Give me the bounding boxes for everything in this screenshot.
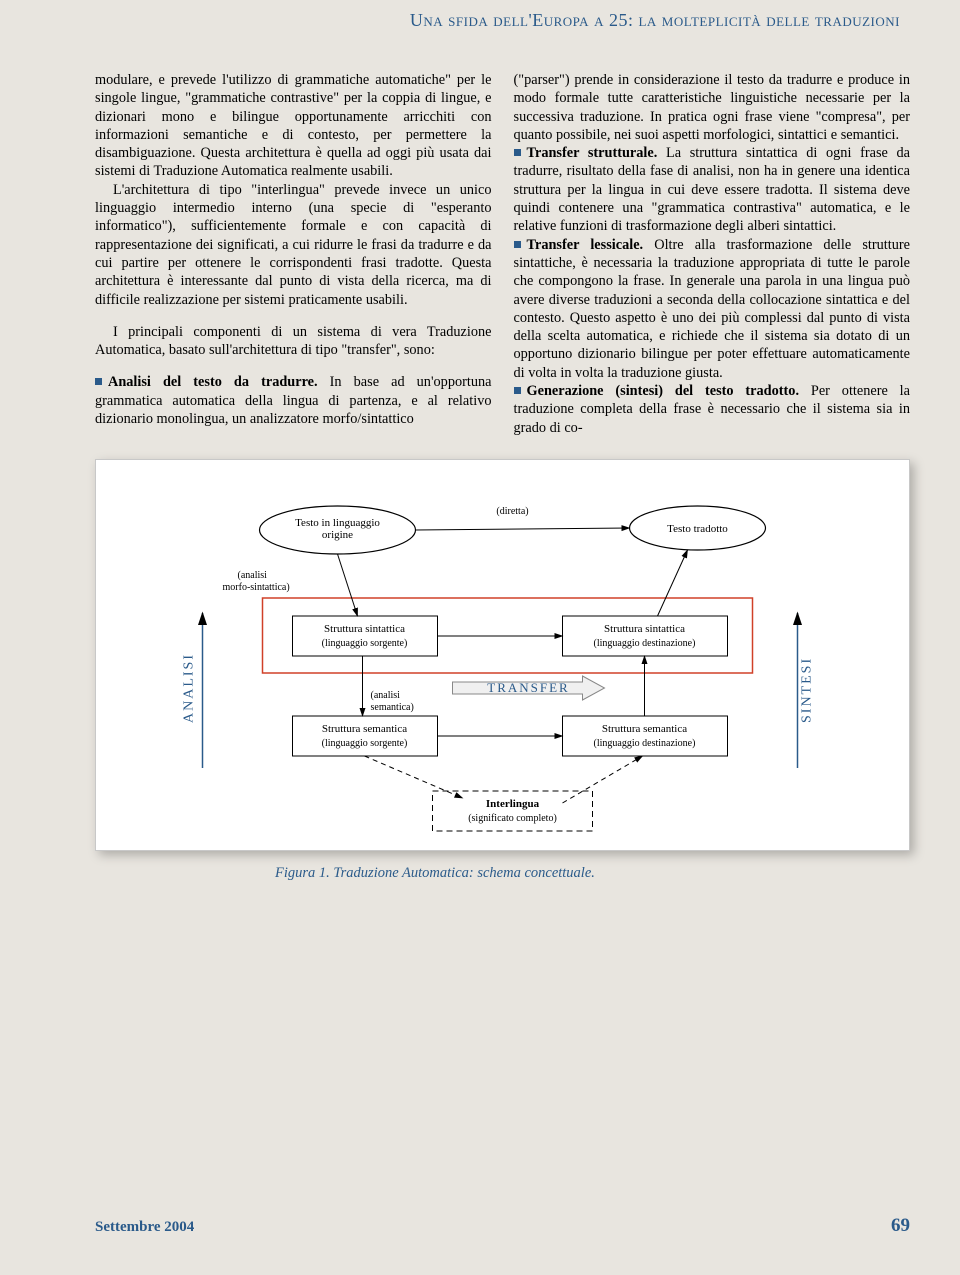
paragraph: L'architettura di tipo "interlingua" pre… (95, 181, 492, 309)
node-label: Struttura semantica (602, 723, 687, 735)
edge-label: (analisi (371, 690, 401, 701)
node-label: Testo tradotto (667, 523, 728, 535)
bullet-item: Transfer lessicale. Oltre alla trasforma… (514, 236, 911, 382)
bullet-lead: Generazione (sintesi) del testo tradotto… (527, 383, 800, 399)
node-semantic-tgt (563, 716, 728, 756)
bullet-item: Transfer strutturale. La struttura sinta… (514, 144, 911, 235)
bullet-square-icon (514, 241, 521, 248)
diagram-container: Testo in linguaggio origine Testo tradot… (95, 459, 910, 851)
bullet-item: Analisi del testo da tradurre. In base a… (95, 373, 492, 428)
bullet-square-icon (514, 149, 521, 156)
node-label: Struttura sintattica (324, 623, 405, 635)
paragraph: ("parser") prende in considerazione il t… (514, 71, 911, 144)
node-syntax-src (293, 616, 438, 656)
node-label: Interlingua (486, 798, 540, 810)
footer-date: Settembre 2004 (95, 1219, 194, 1236)
left-column: modulare, e prevede l'utilizzo di gramma… (95, 71, 492, 437)
node-label: (linguaggio sorgente) (322, 738, 408, 749)
node-interlingua (433, 791, 593, 831)
footer-page-number: 69 (891, 1215, 910, 1237)
node-label: (linguaggio sorgente) (322, 638, 408, 649)
node-label: Testo in linguaggio (295, 517, 380, 529)
edge (338, 554, 358, 616)
bullet-square-icon (514, 387, 521, 394)
node-label: (significato completo) (468, 813, 557, 824)
bullet-lead: Transfer strutturale. (527, 145, 658, 161)
edge-dashed (365, 756, 463, 798)
transfer-arrow-icon: TRANSFER (453, 676, 605, 700)
figure-caption: Figura 1. Traduzione Automatica: schema … (275, 865, 910, 882)
page-footer: Settembre 2004 69 (95, 1215, 910, 1237)
node-label: Struttura sintattica (604, 623, 685, 635)
bullet-item: Generazione (sintesi) del testo tradotto… (514, 382, 911, 437)
node-syntax-tgt (563, 616, 728, 656)
edge-dashed (563, 756, 643, 803)
node-label: (linguaggio destinazione) (594, 638, 696, 649)
paragraph: modulare, e prevede l'utilizzo di gramma… (95, 71, 492, 181)
flowchart-diagram: Testo in linguaggio origine Testo tradot… (126, 478, 879, 838)
right-column: ("parser") prende in considerazione il t… (514, 71, 911, 437)
paragraph: I principali componenti di un sistema di… (95, 323, 492, 360)
node-semantic-src (293, 716, 438, 756)
text-columns: modulare, e prevede l'utilizzo di gramma… (95, 71, 910, 437)
side-label-analisi: ANALISI (182, 653, 197, 723)
edge-label: morfo-sintattica) (223, 582, 290, 593)
bullet-text: Oltre alla trasformazione delle struttur… (514, 237, 911, 381)
transfer-label: TRANSFER (487, 680, 569, 695)
node-label: Struttura semantica (322, 723, 407, 735)
edge-label: semantica) (371, 702, 414, 713)
side-label-sintesi: SINTESI (800, 657, 815, 723)
node-label: origine (322, 529, 353, 541)
edge (658, 550, 688, 616)
page-header-title: Una sfida dell'Europa a 25: la molteplic… (95, 10, 910, 31)
diagram-svg: Testo in linguaggio origine Testo tradot… (126, 478, 879, 838)
node-label: (linguaggio destinazione) (594, 738, 696, 749)
bullet-lead: Analisi del testo da tradurre. (108, 374, 318, 390)
edge-direct (416, 528, 630, 530)
edge-label: (diretta) (496, 506, 528, 517)
bullet-square-icon (95, 378, 102, 385)
bullet-lead: Transfer lessicale. (527, 237, 644, 253)
edge-label: (analisi (238, 570, 268, 581)
